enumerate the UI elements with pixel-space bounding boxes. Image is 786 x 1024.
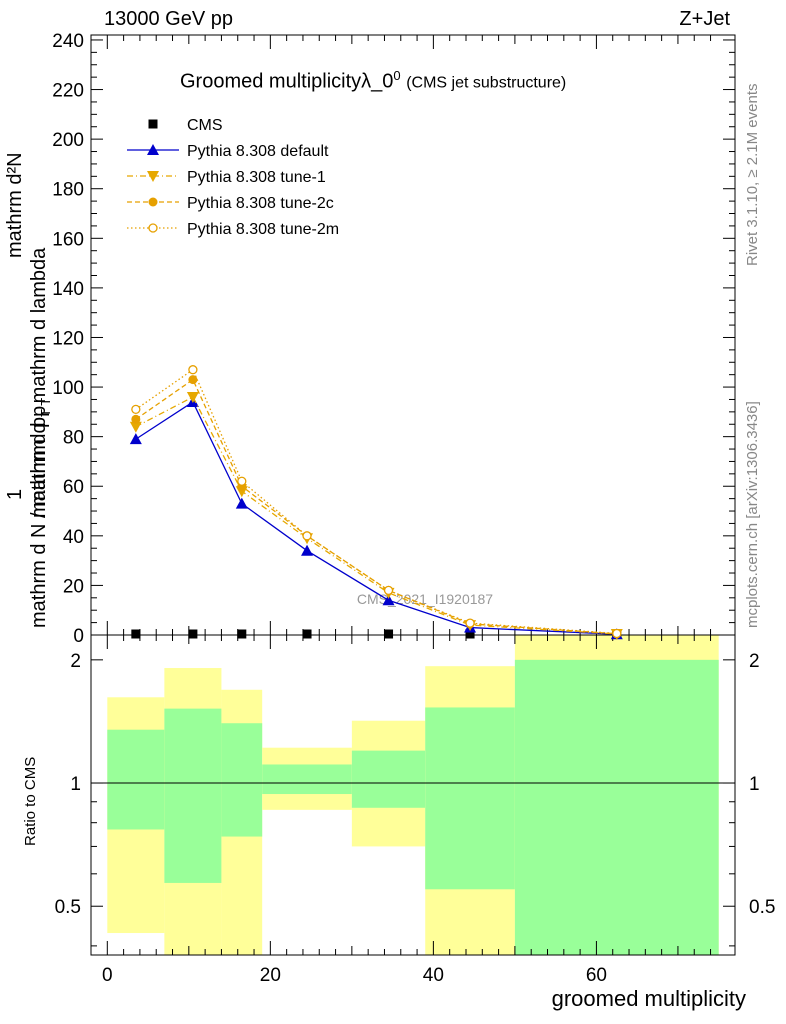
ytick-label-180: 180 [52, 180, 84, 201]
ylabel-tail-text: mathrm d lambda [28, 247, 50, 404]
ylabel-one: 1 [4, 488, 26, 500]
xtick-label-0: 0 [102, 965, 113, 986]
xlabel: groomed multiplicity [551, 986, 746, 1011]
point-cms-2 [237, 629, 247, 639]
ratio-band-green-2 [221, 723, 263, 837]
ytick-label-240: 240 [52, 31, 84, 52]
point-cms-4 [384, 629, 394, 639]
point-pythia-8-308-default-0 [129, 433, 142, 445]
ytick-label-160: 160 [52, 229, 84, 250]
legend-label-pythia-8-308-tune-1: Pythia 8.308 tune-1 [187, 169, 326, 186]
point-pythia-8-308-tune-1-0 [129, 421, 142, 433]
ytick-label-20: 20 [63, 576, 84, 597]
chart-title: Groomed multiplicityλ_00 (CMS jet substr… [180, 68, 566, 94]
legend-marker-cms [148, 119, 158, 129]
ylabel-top: mathrm d²N [4, 152, 27, 258]
ylabel-top-text: mathrm d²N [4, 152, 26, 258]
ytick-label-220: 220 [52, 81, 84, 102]
ylabel-bottom: mathrm d N / mathrm d pT [28, 398, 53, 628]
ytick-label-0: 0 [73, 626, 84, 647]
point-pythia-8-308-tune-2m-2 [237, 476, 247, 486]
header-channel: Z+Jet [679, 8, 730, 30]
legend-marker-pythia-8-308-default [147, 144, 159, 155]
ratio-band-green-5 [425, 707, 515, 890]
point-pythia-8-308-default-4 [382, 594, 395, 606]
point-pythia-8-308-default-2 [235, 497, 248, 509]
chart-title-text: Groomed multiplicityλ_0 [180, 70, 394, 93]
point-cms-0 [131, 629, 141, 639]
ratio-frame [90, 634, 736, 956]
legend-marker-pythia-8-308-tune-2m [148, 223, 158, 233]
point-pythia-8-308-tune-2m-1 [188, 365, 198, 375]
ratio-band-green-0 [107, 729, 165, 830]
ratio-ytick-label-left-2: 2 [70, 651, 81, 672]
ratio-ytick-label-right-1: 1 [749, 774, 760, 795]
point-pythia-8-308-tune-2m-4 [383, 585, 394, 596]
chart-title-sup: 0 [393, 68, 401, 83]
ratio-band-green-4 [351, 750, 426, 808]
point-pythia-8-308-tune-2m-5 [465, 618, 475, 628]
legend-label-pythia-8-308-default: Pythia 8.308 default [187, 143, 329, 160]
xtick-label-20: 20 [260, 965, 281, 986]
ytick-label-200: 200 [52, 130, 84, 151]
point-pythia-8-308-default-3 [301, 544, 314, 556]
point-cms-1 [188, 629, 198, 639]
ratio-band-green-6 [514, 659, 719, 955]
point-pythia-8-308-tune-2c-1 [188, 375, 198, 385]
legend-label-pythia-8-308-tune-2m: Pythia 8.308 tune-2m [187, 221, 339, 238]
point-cms-5 [465, 629, 475, 639]
ytick-label-60: 60 [63, 477, 84, 498]
ytick-label-40: 40 [63, 527, 84, 548]
point-pythia-8-308-tune-2m-3 [302, 531, 312, 541]
ratio-band-green-3 [262, 764, 352, 795]
mcplots-label: mcplots.cern.ch [arXiv:1306.3436] [744, 401, 761, 628]
ratio-ylabel: Ratio to CMS [22, 756, 39, 846]
ytick-label-80: 80 [63, 428, 84, 449]
xtick-label-60: 60 [586, 965, 607, 986]
ytick-label-140: 140 [52, 279, 84, 300]
ratio-ytick-label-left-0.5: 0.5 [55, 897, 81, 918]
rivet-label: Rivet 3.1.10, ≥ 2.1M events [744, 83, 761, 267]
ratio-ytick-label-right-0.5: 0.5 [749, 897, 775, 918]
legend-label-pythia-8-308-tune-2c: Pythia 8.308 tune-2c [187, 195, 334, 212]
ytick-label-100: 100 [52, 378, 84, 399]
xtick-label-40: 40 [423, 965, 444, 986]
ratio-ytick-label-right-2: 2 [749, 651, 760, 672]
ytick-label-120: 120 [52, 328, 84, 349]
header-process: 13000 GeV pp [104, 8, 233, 30]
point-pythia-8-308-tune-1-1 [186, 391, 199, 403]
ratio-band-green-1 [164, 708, 222, 883]
ylabel-bottom-text: mathrm d N / mathrm d p [28, 405, 50, 628]
legend-label-cms: CMS [187, 117, 223, 134]
chart-subtitle: (CMS jet substructure) [406, 74, 567, 92]
ylabel-bottom-sub: T [38, 397, 53, 406]
point-pythia-8-308-tune-2m-0 [131, 404, 141, 415]
point-pythia-8-308-tune-2m-6 [612, 628, 622, 639]
point-pythia-8-308-tune-2c-0 [131, 414, 141, 424]
point-cms-3 [302, 629, 312, 639]
ratio-ytick-label-left-1: 1 [70, 774, 81, 795]
legend-marker-pythia-8-308-tune-2c [148, 197, 158, 207]
legend-marker-pythia-8-308-tune-1 [147, 171, 159, 182]
